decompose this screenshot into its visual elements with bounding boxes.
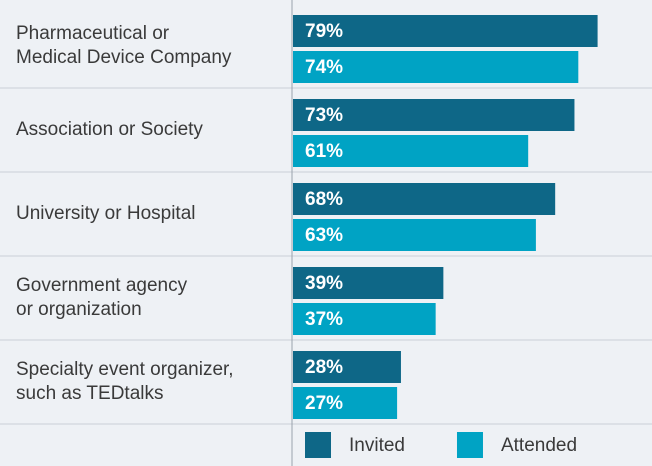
value-label: 79% — [305, 21, 343, 42]
value-label: 39% — [305, 273, 343, 294]
category-label: such as TEDtalks — [16, 383, 163, 404]
value-label: 37% — [305, 309, 343, 330]
category-label: or organization — [16, 299, 142, 320]
bar — [293, 51, 579, 83]
bar — [293, 219, 536, 251]
bar — [293, 99, 575, 131]
legend-swatch — [305, 432, 331, 458]
category-label: Specialty event organizer, — [16, 359, 234, 380]
legend-label: Attended — [501, 435, 577, 456]
bar — [293, 387, 398, 419]
category-label: Medical Device Company — [16, 47, 232, 68]
category-label: Government agency — [16, 275, 188, 296]
value-label: 63% — [305, 225, 343, 246]
legend-label: Invited — [349, 435, 405, 456]
value-label: 61% — [305, 141, 343, 162]
bar — [293, 351, 401, 383]
bar — [293, 15, 598, 47]
bar — [293, 303, 436, 335]
value-label: 74% — [305, 57, 343, 78]
value-label: 73% — [305, 105, 343, 126]
bar — [293, 135, 529, 167]
category-label: Pharmaceutical or — [16, 23, 170, 44]
bar — [293, 267, 444, 299]
bar — [293, 183, 556, 215]
value-label: 68% — [305, 189, 343, 210]
legend-swatch — [456, 432, 483, 458]
value-label: 28% — [305, 357, 343, 378]
category-label: University or Hospital — [16, 203, 196, 224]
category-label: Association or Society — [16, 119, 203, 140]
value-label: 27% — [305, 393, 343, 414]
